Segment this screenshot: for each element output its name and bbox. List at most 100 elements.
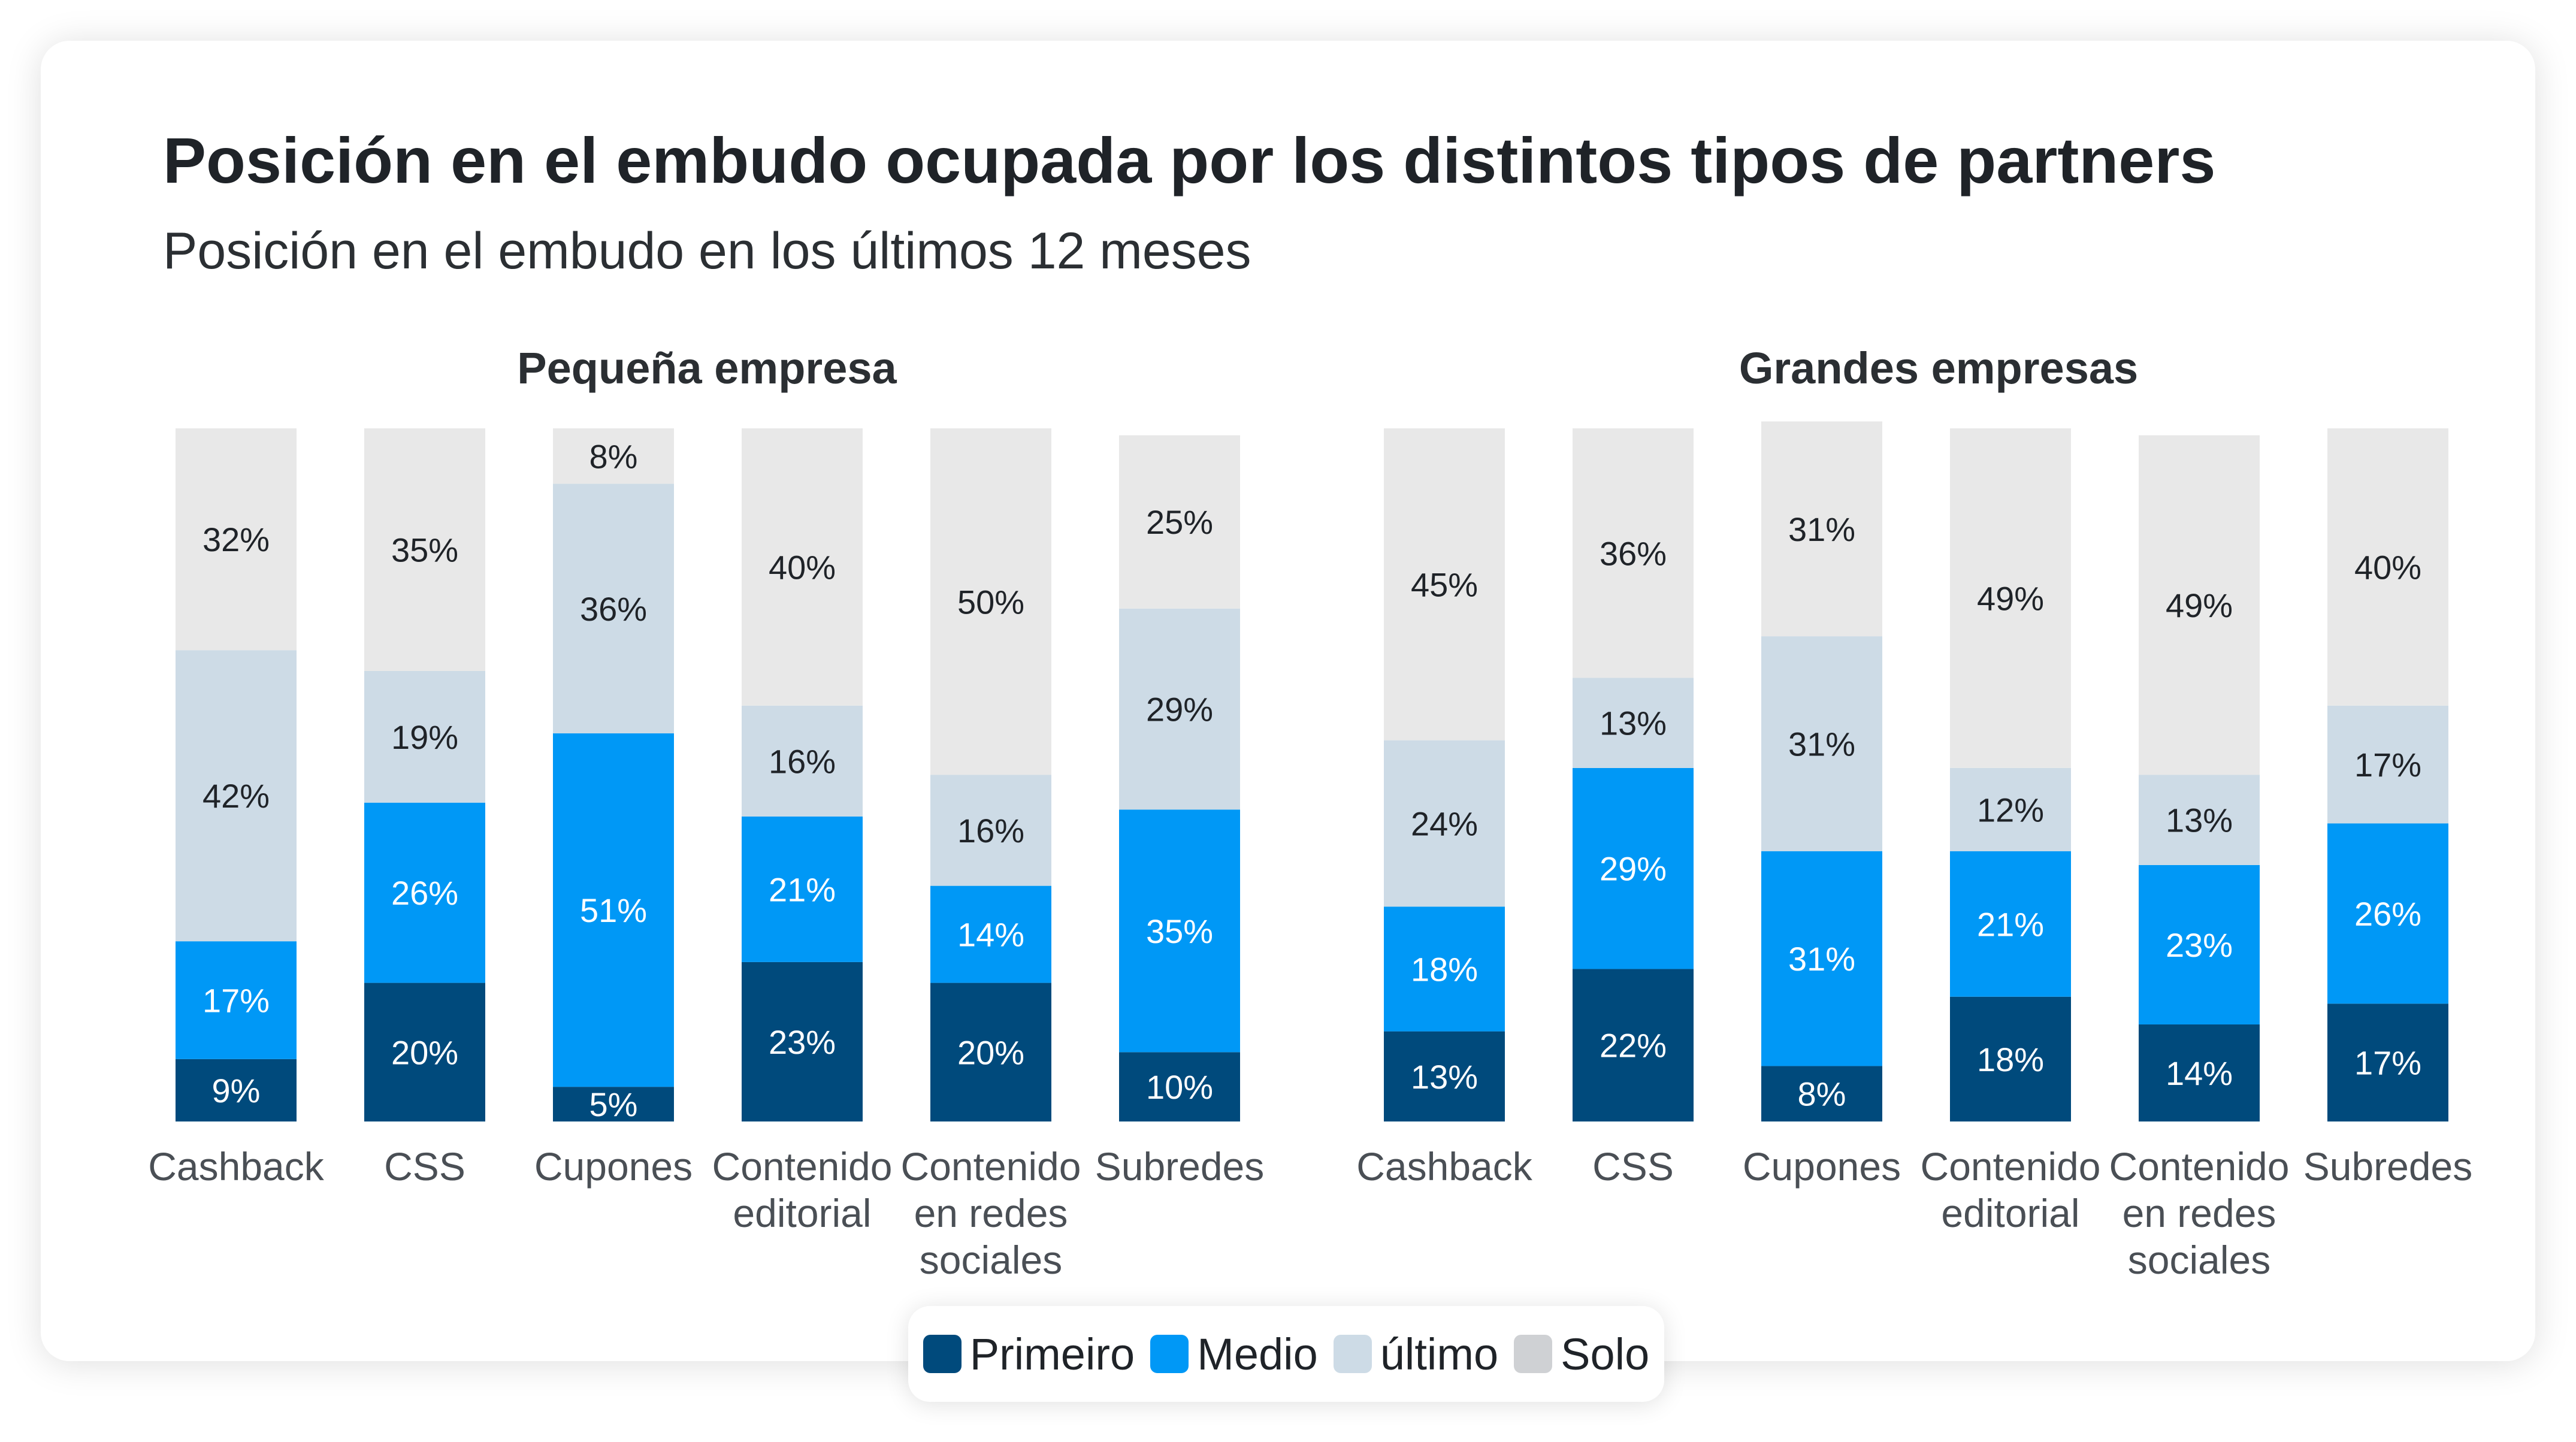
data-label: 31% xyxy=(1788,725,1855,763)
bar-segment-solo xyxy=(553,428,674,484)
chart-title: Posición en el embudo ocupada por los di… xyxy=(163,124,2216,197)
data-label: 12% xyxy=(1977,791,2044,829)
bar-segment-medio xyxy=(364,802,485,983)
group-title: Grandes empresas xyxy=(1739,343,2138,393)
bar-segment-medio xyxy=(2327,823,2448,1004)
bar-segment-medio xyxy=(553,733,674,1087)
bar-segment-primeiro xyxy=(1119,1052,1240,1121)
bar-segment-medio xyxy=(176,941,297,1059)
data-label: 16% xyxy=(957,812,1024,850)
data-label: 29% xyxy=(1600,850,1667,888)
bar-segment-primeiro xyxy=(2327,1003,2448,1121)
bar-segment-ultimo xyxy=(930,775,1051,886)
legend-swatch-solo xyxy=(1514,1335,1553,1373)
legend-label: Medio xyxy=(1197,1329,1318,1379)
data-label: 18% xyxy=(1977,1041,2044,1078)
legend-item-primeiro: Primeiro xyxy=(923,1329,1135,1380)
data-label: 23% xyxy=(769,1023,836,1061)
chart-subtitle: Posición en el embudo en los últimos 12 … xyxy=(163,222,1251,280)
data-label: 10% xyxy=(1146,1068,1213,1106)
data-label: 18% xyxy=(1411,950,1478,988)
data-label: 36% xyxy=(580,590,647,628)
bar-segment-medio xyxy=(1573,767,1694,969)
bar-segment-solo xyxy=(1573,428,1694,678)
bar-segment-primeiro xyxy=(930,983,1051,1121)
category-label: sociales xyxy=(2128,1238,2270,1282)
data-label: 32% xyxy=(202,521,270,558)
legend: Primeiro Medio último Solo xyxy=(908,1306,1664,1402)
data-label: 25% xyxy=(1146,503,1213,541)
data-label: 13% xyxy=(1411,1058,1478,1096)
bar-segment-solo xyxy=(2139,435,2260,775)
data-label: 40% xyxy=(2354,548,2421,586)
bar-segment-solo xyxy=(1950,428,2071,768)
bar-segment-solo xyxy=(930,428,1051,775)
bar-segment-primeiro xyxy=(1384,1031,1505,1121)
bar-segment-ultimo xyxy=(742,705,863,817)
data-label: 21% xyxy=(769,870,836,908)
data-label: 31% xyxy=(1788,510,1855,548)
bar-segment-ultimo xyxy=(1761,636,1882,851)
data-label: 22% xyxy=(1600,1027,1667,1065)
data-label: 17% xyxy=(202,982,270,1020)
bar-segment-solo xyxy=(742,428,863,706)
data-label: 42% xyxy=(202,777,270,815)
data-label: 8% xyxy=(589,437,638,475)
category-label: sociales xyxy=(920,1238,1062,1282)
bar-segment-medio xyxy=(1761,851,1882,1066)
bar-segment-primeiro xyxy=(364,983,485,1121)
data-label: 50% xyxy=(957,583,1024,621)
legend-item-medio: Medio xyxy=(1150,1329,1318,1380)
data-label: 45% xyxy=(1411,566,1478,603)
category-label: Contenido xyxy=(2109,1144,2290,1189)
category-label: Contenido xyxy=(712,1144,893,1189)
data-label: 31% xyxy=(1788,940,1855,978)
data-label: 17% xyxy=(2354,746,2421,784)
data-label: 40% xyxy=(769,548,836,586)
bar-segment-medio xyxy=(1119,809,1240,1053)
data-label: 20% xyxy=(391,1033,458,1071)
legend-swatch-medio xyxy=(1150,1335,1189,1373)
data-label: 49% xyxy=(2166,587,2233,624)
bar-segment-primeiro xyxy=(176,1059,297,1121)
bar-segment-solo xyxy=(176,428,297,651)
data-label: 16% xyxy=(769,742,836,780)
data-label: 26% xyxy=(391,874,458,912)
legend-swatch-primeiro xyxy=(923,1335,962,1373)
data-label: 13% xyxy=(1600,705,1667,742)
data-label: 9% xyxy=(212,1072,261,1110)
bar-segment-ultimo xyxy=(1950,767,2071,851)
category-label: Cupones xyxy=(1743,1144,1901,1189)
bar-segment-ultimo xyxy=(1384,740,1505,907)
bar-segment-solo xyxy=(1384,428,1505,740)
category-label: CSS xyxy=(1592,1144,1674,1189)
bar-segment-medio xyxy=(2139,864,2260,1025)
bar-segment-ultimo xyxy=(176,650,297,942)
category-label: en redes xyxy=(2123,1191,2276,1235)
data-label: 23% xyxy=(2166,926,2233,964)
legend-item-ultimo: último xyxy=(1333,1329,1499,1380)
category-label: Cupones xyxy=(534,1144,693,1189)
bar-segment-primeiro xyxy=(1761,1066,1882,1121)
legend-label: Primeiro xyxy=(969,1329,1135,1379)
bar-segment-ultimo xyxy=(364,670,485,803)
legend-label: último xyxy=(1380,1329,1499,1379)
category-label: Contenido xyxy=(1921,1144,2101,1189)
category-label: CSS xyxy=(384,1144,465,1189)
category-label: editorial xyxy=(1941,1191,2079,1235)
bar-segment-solo xyxy=(1761,421,1882,637)
bar-segment-primeiro xyxy=(2139,1024,2260,1121)
data-label: 19% xyxy=(391,718,458,756)
data-label: 24% xyxy=(1411,805,1478,842)
category-label: Subredes xyxy=(1095,1144,1265,1189)
legend-swatch-ultimo xyxy=(1333,1335,1372,1373)
bar-segment-ultimo xyxy=(1119,608,1240,810)
data-label: 5% xyxy=(589,1086,638,1123)
bar-segment-solo xyxy=(364,428,485,671)
bar-segment-primeiro xyxy=(1950,996,2071,1121)
data-label: 35% xyxy=(391,531,458,569)
bar-segment-medio xyxy=(1950,851,2071,997)
bar-segment-solo xyxy=(2327,428,2448,706)
bar-segment-medio xyxy=(1384,906,1505,1032)
